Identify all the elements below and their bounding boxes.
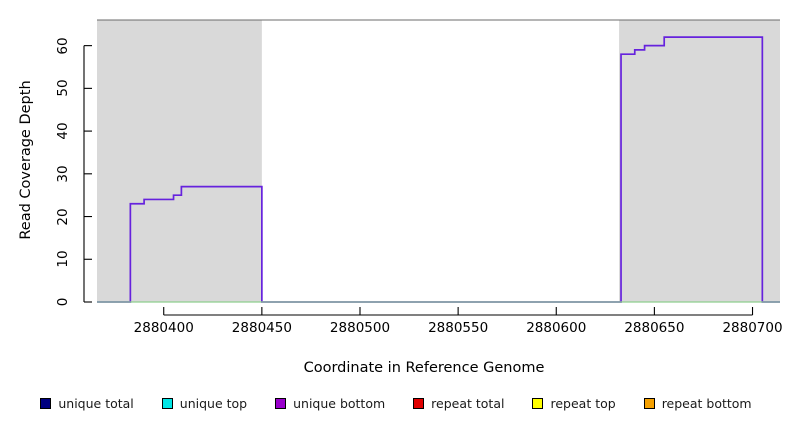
shaded-region <box>97 20 262 302</box>
y-tick-label: 20 <box>55 207 71 226</box>
legend-swatch-icon <box>413 398 425 409</box>
legend-swatch-icon <box>40 398 52 409</box>
legend-item[interactable]: repeat top <box>532 396 616 411</box>
y-tick-label: 10 <box>55 250 71 268</box>
y-axis-title: Read Coverage Depth <box>18 80 34 240</box>
legend-item[interactable]: repeat total <box>413 396 504 411</box>
x-tick-label: 2880700 <box>722 320 783 336</box>
x-tick-label: 2880650 <box>624 320 685 336</box>
legend-label: repeat bottom <box>661 396 752 411</box>
legend-swatch-icon <box>532 398 544 409</box>
x-tick-label: 2880500 <box>329 320 391 336</box>
legend-item[interactable]: repeat bottom <box>643 396 752 411</box>
legend-label: repeat top <box>550 396 616 411</box>
shaded-region <box>619 20 780 302</box>
y-tick-label: 50 <box>55 79 71 97</box>
x-tick-label: 2880550 <box>428 320 489 336</box>
x-axis-title-text: Coordinate in Reference Genome <box>303 360 545 376</box>
x-tick-label: 2880600 <box>526 320 587 336</box>
legend-item[interactable]: unique top <box>161 396 248 411</box>
legend-item[interactable]: unique bottom <box>275 396 385 411</box>
y-tick-label: 0 <box>55 297 71 307</box>
legend-swatch-icon <box>275 398 287 409</box>
legend-item[interactable]: unique total <box>40 396 134 411</box>
legend-label: unique top <box>179 396 248 411</box>
legend-swatch-icon <box>643 398 655 409</box>
x-tick-label: 2880450 <box>231 320 292 336</box>
y-tick-label: 40 <box>55 122 71 140</box>
legend-label: unique bottom <box>293 396 386 411</box>
x-axis-title: Coordinate in Reference Genome <box>0 360 792 376</box>
legend-label: repeat total <box>431 396 505 411</box>
y-tick-label: 30 <box>55 165 71 183</box>
x-tick-label: 2880400 <box>133 320 194 336</box>
legend-swatch-icon <box>161 398 173 409</box>
legend-label: unique total <box>58 396 134 411</box>
y-tick-label: 60 <box>55 37 71 55</box>
chart-legend: unique total unique top unique bottom repea… <box>0 396 792 411</box>
